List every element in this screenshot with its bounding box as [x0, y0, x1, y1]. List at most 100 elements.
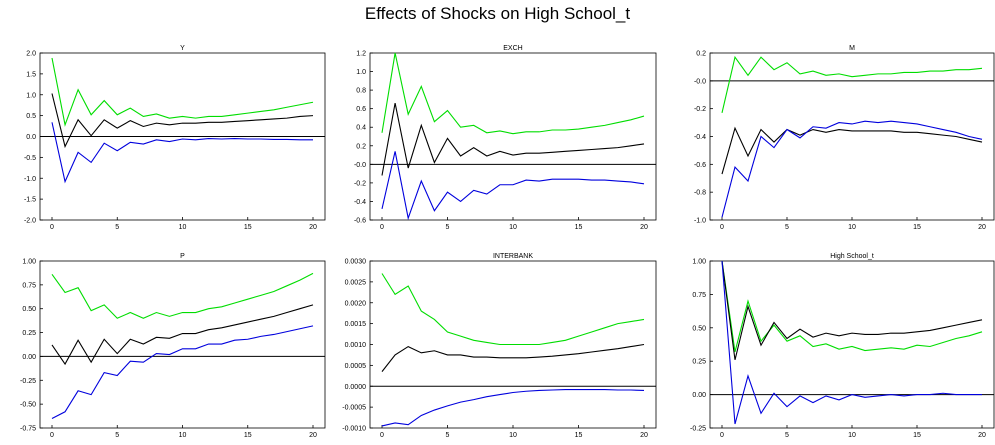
series-line-point — [381, 102, 645, 176]
series-line-point — [721, 260, 983, 360]
y-tick-label: -2.0 — [24, 218, 36, 225]
chart-panel-6: High School_t -0.25 0.00 0.25 0.50 0.75 1.00 0 5… — [690, 253, 995, 439]
x-tick-label: 15 — [244, 432, 252, 439]
chart-panel-4: P -0.75 -0.50 -0.25 0.00 0.25 0.50 0.75 1.00 0 5 10… — [20, 253, 326, 439]
y-tick-label: 1.00 — [692, 259, 706, 266]
x-tick-label: 0 — [720, 224, 724, 231]
y-tick-label: 0.2 — [356, 143, 366, 150]
x-tick-label: 0 — [380, 432, 384, 439]
panel-title: INTERBANK — [493, 253, 533, 260]
y-tick-label: 1.0 — [356, 69, 366, 76]
y-tick-label: 0.0030 — [345, 259, 367, 266]
x-tick-label: 10 — [179, 224, 187, 231]
x-tick-label: 15 — [913, 432, 921, 439]
y-tick-label: -0.50 — [20, 402, 36, 409]
y-tick-label: -0.4 — [354, 199, 366, 206]
y-tick-label: -0.5 — [24, 155, 36, 162]
y-tick-label: -0.2 — [694, 106, 706, 113]
x-tick-label: 10 — [848, 432, 856, 439]
y-tick-label: 0.50 — [22, 306, 36, 313]
series-line-upper — [381, 273, 645, 346]
y-tick-label: -0.6 — [354, 218, 366, 225]
y-tick-label: 0.8 — [356, 88, 366, 95]
y-tick-label: -1.5 — [24, 197, 36, 204]
y-tick-label: -0.6 — [694, 162, 706, 169]
panel-title: Y — [180, 45, 185, 52]
chart-panel-2: EXCH -0.6 -0.4 -0.2 -0.0 0.2 0.4 0.6 0.8 1.0 1.2 0 5… — [354, 45, 657, 231]
plot-frame — [709, 260, 995, 429]
y-tick-label: 0.0005 — [345, 363, 367, 370]
panel-title: High School_t — [830, 253, 874, 260]
x-tick-label: 0 — [50, 432, 54, 439]
series-line-point — [721, 126, 983, 175]
panel-title: M — [849, 45, 855, 52]
y-tick-label: 2.0 — [26, 51, 36, 58]
x-tick-label: 20 — [309, 432, 317, 439]
series-line-lower — [721, 120, 983, 218]
series-line-lower — [721, 260, 982, 425]
y-tick-label: 0.50 — [692, 325, 706, 332]
y-tick-label: -0.0005 — [342, 405, 366, 412]
x-tick-label: 5 — [785, 432, 789, 439]
y-tick-label: -0.8 — [694, 190, 706, 197]
y-tick-label: 0.4 — [356, 125, 366, 132]
y-tick-label: 0.0000 — [345, 384, 367, 391]
y-tick-label: 1.2 — [356, 51, 366, 58]
y-tick-label: 0.75 — [22, 282, 36, 289]
y-tick-label: 0.25 — [22, 330, 36, 337]
y-tick-label: 0.75 — [692, 292, 706, 299]
y-tick-label: 0.6 — [356, 106, 366, 113]
x-tick-label: 15 — [575, 224, 583, 231]
chart-panel-5: INTERBANK -0.0010 -0.0005 0.0000 0.0005 0.001… — [342, 253, 657, 439]
x-tick-label: 0 — [50, 224, 54, 231]
x-tick-label: 10 — [509, 224, 517, 231]
y-tick-label: -0.4 — [694, 134, 706, 141]
y-tick-label: 0.2 — [696, 51, 706, 58]
x-tick-label: 5 — [785, 224, 789, 231]
x-tick-label: 20 — [978, 224, 986, 231]
x-tick-label: 5 — [446, 224, 450, 231]
x-tick-label: 20 — [640, 224, 648, 231]
x-tick-label: 5 — [446, 432, 450, 439]
y-tick-label: -1.0 — [24, 176, 36, 183]
y-tick-label: 0.0010 — [345, 342, 367, 349]
plot-frame — [369, 52, 657, 221]
series-line-lower — [51, 325, 314, 419]
x-tick-label: 10 — [179, 432, 187, 439]
series-line-upper — [721, 55, 983, 113]
series-line-lower — [51, 122, 313, 184]
y-tick-label: -0.0 — [354, 162, 366, 169]
y-tick-label: -0.75 — [20, 426, 36, 433]
y-tick-label: -0.25 — [20, 378, 36, 385]
y-tick-label: -1.0 — [694, 218, 706, 225]
plot-frame — [39, 260, 326, 429]
series-line-upper — [51, 272, 314, 319]
x-tick-label: 15 — [575, 432, 583, 439]
x-tick-label: 20 — [978, 432, 986, 439]
chart-panel-3: M -1.0 -0.8 -0.6 -0.4 -0.2 -0.0 0.2 0 5 10 15 20 — [694, 45, 995, 231]
y-tick-label: -0.0010 — [342, 426, 366, 433]
series-line-lower — [381, 389, 645, 427]
y-tick-label: -0.0 — [694, 78, 706, 85]
x-tick-label: 10 — [848, 224, 856, 231]
x-tick-label: 15 — [244, 224, 252, 231]
series-line-point — [51, 304, 314, 366]
series-line-upper — [51, 57, 314, 127]
x-tick-label: 0 — [380, 224, 384, 231]
series-line-upper — [721, 260, 983, 352]
y-tick-label: 0.0 — [26, 134, 36, 141]
x-tick-label: 15 — [913, 224, 921, 231]
y-tick-label: 0.0025 — [345, 279, 367, 286]
y-tick-label: 0.5 — [26, 113, 36, 120]
y-tick-label: 0.0015 — [345, 321, 367, 328]
x-tick-label: 5 — [115, 224, 119, 231]
series-line-point — [51, 93, 314, 149]
panel-title: EXCH — [503, 45, 522, 52]
x-tick-label: 10 — [509, 432, 517, 439]
panel-title: P — [180, 253, 185, 260]
y-tick-label: 0.00 — [692, 392, 706, 399]
y-tick-label: 0.0020 — [345, 300, 367, 307]
x-tick-label: 20 — [640, 432, 648, 439]
y-tick-label: -0.2 — [354, 180, 366, 187]
